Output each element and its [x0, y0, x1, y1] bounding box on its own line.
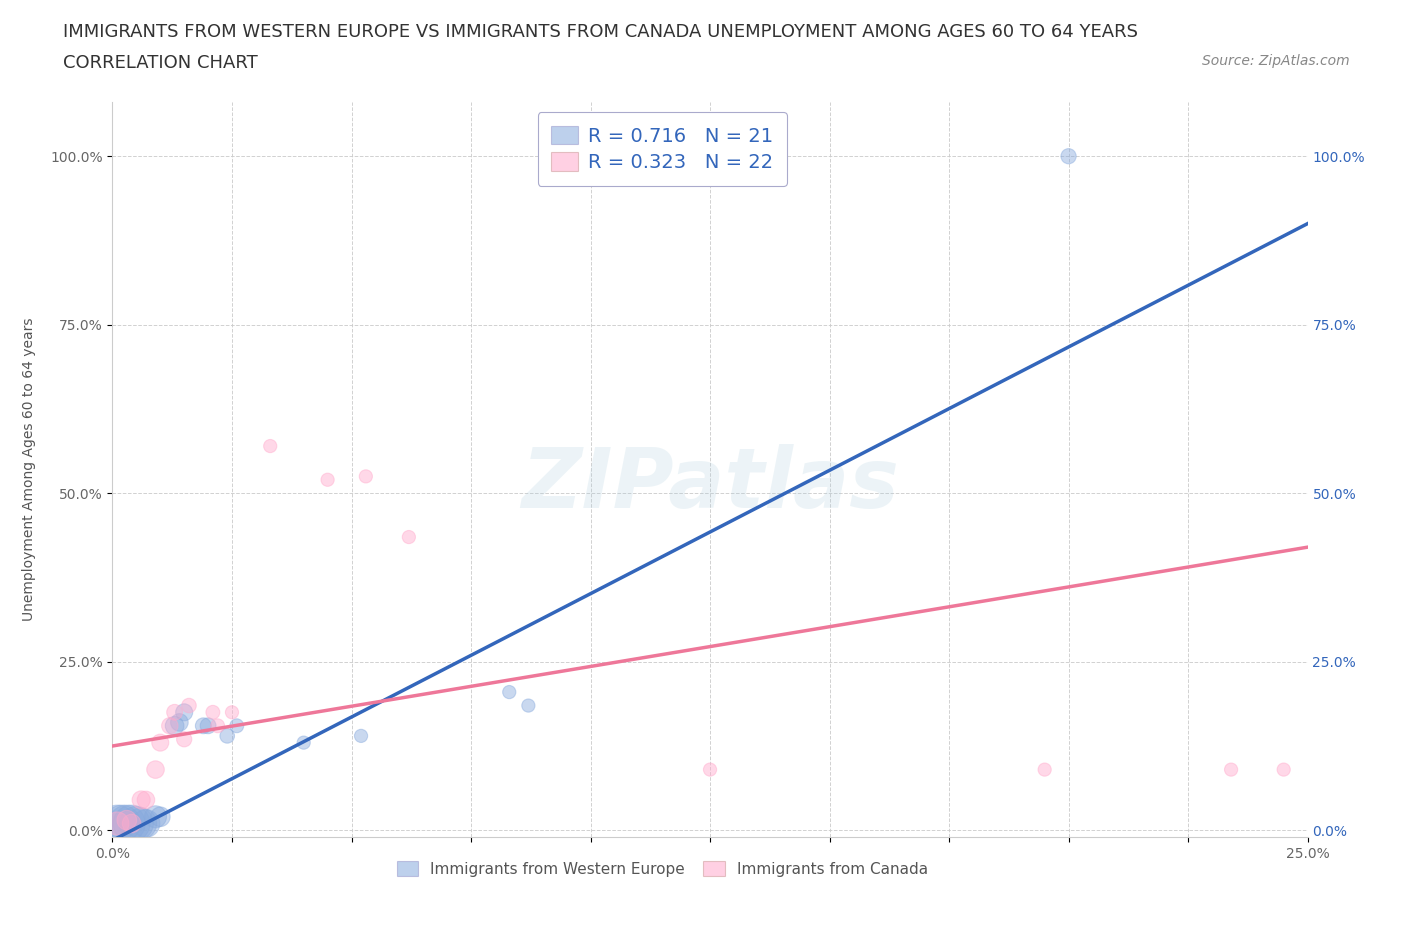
Legend: Immigrants from Western Europe, Immigrants from Canada: Immigrants from Western Europe, Immigran… [389, 854, 935, 884]
Point [1057, 149, 1080, 164]
Point [121, 817, 143, 831]
Point [498, 684, 520, 699]
Text: IMMIGRANTS FROM WESTERN EUROPE VS IMMIGRANTS FROM CANADA UNEMPLOYMENT AMONG AGES: IMMIGRANTS FROM WESTERN EUROPE VS IMMIGR… [63, 23, 1139, 41]
Text: CORRELATION CHART: CORRELATION CHART [63, 54, 259, 72]
Point [129, 817, 152, 831]
Point [149, 809, 172, 824]
Point [259, 439, 281, 454]
Point [163, 718, 186, 733]
Point [221, 705, 243, 720]
Point [135, 817, 157, 831]
Point [177, 698, 200, 713]
Point [217, 728, 239, 743]
Point [145, 763, 167, 777]
Point [1272, 763, 1295, 777]
Point [173, 705, 195, 720]
Point [129, 792, 152, 807]
Point [121, 817, 143, 831]
Point [115, 817, 138, 831]
Point [699, 763, 721, 777]
Point [517, 698, 540, 713]
Point [173, 732, 195, 747]
Point [292, 736, 315, 751]
Point [159, 718, 181, 733]
Point [149, 736, 172, 751]
Point [111, 817, 134, 831]
Point [398, 529, 420, 544]
Point [193, 718, 215, 733]
Point [1220, 763, 1243, 777]
Text: Source: ZipAtlas.com: Source: ZipAtlas.com [1202, 54, 1350, 68]
Point [225, 718, 247, 733]
Point [207, 718, 229, 733]
Point [105, 817, 128, 831]
Point [163, 705, 186, 720]
Point [1033, 763, 1056, 777]
Point [350, 728, 373, 743]
Point [145, 809, 167, 824]
Point [169, 715, 191, 730]
Point [125, 817, 148, 831]
Point [316, 472, 339, 487]
Point [197, 718, 219, 733]
Point [135, 792, 157, 807]
Text: ZIPatlas: ZIPatlas [522, 444, 898, 525]
Y-axis label: Unemployment Among Ages 60 to 64 years: Unemployment Among Ages 60 to 64 years [22, 318, 37, 621]
Point [354, 469, 377, 484]
Point [201, 705, 224, 720]
Point [115, 813, 138, 828]
Point [105, 817, 128, 831]
